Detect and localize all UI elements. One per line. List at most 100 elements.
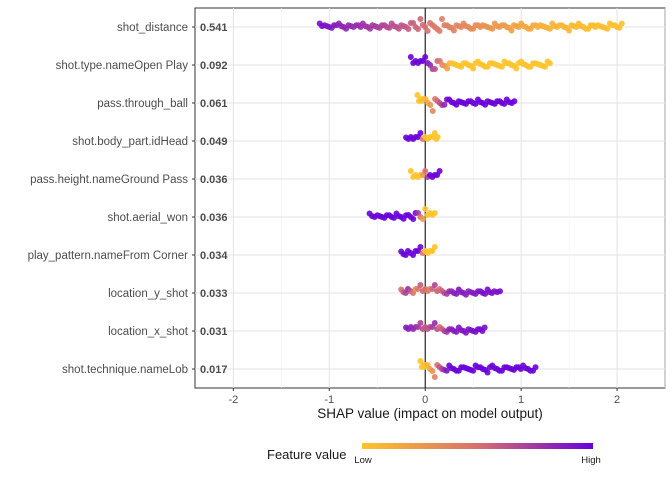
shap-point bbox=[417, 16, 424, 22]
feature-label: play_pattern.nameFrom Corner bbox=[28, 250, 189, 262]
shap-point bbox=[419, 216, 426, 222]
shap-point bbox=[415, 26, 422, 32]
shap-point bbox=[424, 28, 431, 34]
shap-point bbox=[441, 101, 448, 108]
shap-point bbox=[470, 65, 477, 72]
importance-labels: 0.541 0.092 0.061 0.049 0.036 0.036 0.034 0.033… bbox=[200, 22, 228, 376]
x-axis-title: SHAP value (impact on model output) bbox=[317, 406, 543, 421]
feature-row-points bbox=[407, 168, 443, 180]
shap-point bbox=[431, 210, 438, 216]
shap-point bbox=[434, 134, 441, 140]
feature-row-points bbox=[398, 282, 504, 298]
importance-label: 0.036 bbox=[200, 212, 228, 224]
shap-point bbox=[513, 65, 520, 72]
shap-point bbox=[618, 20, 625, 27]
shap-point bbox=[422, 54, 429, 60]
shap-point bbox=[407, 54, 414, 60]
feature-row-points bbox=[398, 244, 438, 258]
shap-point bbox=[429, 108, 436, 114]
feature-label: pass.height.nameGround Pass bbox=[30, 174, 188, 186]
shap-point bbox=[422, 206, 429, 212]
shap-point bbox=[436, 168, 443, 174]
shap-point bbox=[498, 63, 505, 70]
shap-point bbox=[542, 63, 549, 70]
x-axis-ticks: -2 -1 0 1 2 bbox=[228, 388, 620, 406]
shap-point bbox=[444, 65, 451, 72]
shap-point bbox=[417, 320, 424, 326]
shap-point bbox=[604, 25, 611, 32]
feature-label: shot.body_part.idHead bbox=[72, 136, 188, 148]
shap-point bbox=[438, 16, 445, 22]
shap-point bbox=[429, 368, 436, 374]
shap-point bbox=[616, 24, 623, 31]
shap-point bbox=[501, 100, 508, 107]
shap-point bbox=[431, 320, 438, 326]
feature-row-points bbox=[403, 130, 441, 142]
importance-label: 0.061 bbox=[200, 98, 228, 110]
legend-title: Feature value bbox=[267, 447, 347, 462]
x-tick-label: 0 bbox=[422, 394, 428, 406]
shap-point bbox=[443, 367, 450, 374]
shap-point bbox=[470, 367, 477, 374]
x-tick-label: 2 bbox=[614, 394, 620, 406]
importance-label: 0.017 bbox=[200, 364, 228, 376]
feature-label: pass.through_ball bbox=[97, 98, 188, 110]
grid-lines bbox=[195, 8, 666, 388]
shap-point bbox=[453, 290, 460, 297]
x-tick-label: 1 bbox=[518, 394, 524, 406]
shap-point bbox=[427, 102, 434, 108]
legend-low-label: Low bbox=[354, 455, 372, 466]
shap-point bbox=[431, 244, 438, 250]
shap-point bbox=[422, 168, 429, 174]
importance-label: 0.049 bbox=[200, 136, 228, 148]
shap-point bbox=[566, 27, 573, 34]
feature-row-points bbox=[366, 206, 438, 222]
feature-row-points bbox=[414, 92, 518, 114]
x-tick-label: -2 bbox=[228, 394, 238, 406]
shap-point bbox=[450, 27, 457, 34]
feature-row-points bbox=[316, 16, 625, 34]
shap-point bbox=[417, 282, 424, 288]
feature-row-points bbox=[403, 320, 488, 336]
feature-label: shot.type.nameOpen Play bbox=[56, 60, 189, 72]
shap-point bbox=[410, 216, 417, 222]
shap-point bbox=[431, 66, 438, 72]
legend-high-label: High bbox=[581, 455, 601, 466]
shap-point bbox=[391, 214, 398, 221]
shap-point bbox=[481, 324, 488, 331]
shap-point bbox=[484, 369, 491, 376]
shap-point bbox=[508, 27, 515, 34]
shap-point bbox=[546, 60, 553, 67]
importance-label: 0.541 bbox=[200, 22, 228, 34]
shap-point bbox=[431, 374, 438, 380]
shap-point bbox=[417, 130, 424, 136]
importance-label: 0.033 bbox=[200, 288, 228, 300]
shap-point bbox=[511, 98, 518, 105]
legend: Feature value Low High bbox=[267, 443, 601, 466]
feature-label: shot_distance bbox=[117, 22, 188, 34]
feature-labels: shot_distance shot.type.nameOpen Play pass… bbox=[28, 22, 195, 376]
shap-point bbox=[431, 282, 438, 288]
shap-point bbox=[453, 328, 460, 335]
x-tick-label: -1 bbox=[324, 394, 334, 406]
legend-colorbar bbox=[362, 443, 593, 449]
feature-label: location_x_shot bbox=[108, 326, 189, 338]
points-layer bbox=[316, 16, 625, 380]
shap-point bbox=[546, 25, 553, 32]
shap-point bbox=[405, 26, 412, 32]
importance-label: 0.031 bbox=[200, 326, 228, 338]
shap-point bbox=[532, 364, 539, 371]
feature-row-points bbox=[407, 54, 553, 72]
shap-point bbox=[417, 244, 424, 250]
shap-point bbox=[497, 288, 504, 295]
feature-label: shot.aerial_won bbox=[107, 212, 188, 224]
importance-label: 0.034 bbox=[200, 250, 228, 262]
feature-row-points bbox=[417, 358, 539, 380]
shap-point bbox=[436, 28, 443, 34]
importance-label: 0.092 bbox=[200, 60, 228, 72]
shap-point bbox=[472, 100, 479, 107]
feature-label: location_y_shot bbox=[108, 288, 189, 300]
feature-label: shot.technique.nameLob bbox=[62, 364, 188, 376]
shap-point bbox=[407, 168, 414, 174]
